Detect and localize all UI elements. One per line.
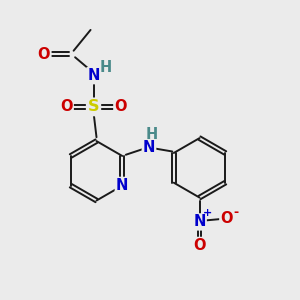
Text: O: O (193, 238, 206, 253)
Text: S: S (88, 99, 99, 114)
Text: O: O (60, 99, 72, 114)
Text: -: - (234, 206, 239, 219)
Text: N: N (143, 140, 155, 154)
Text: O: O (38, 47, 50, 62)
Text: N: N (116, 178, 128, 193)
Text: N: N (193, 214, 206, 230)
Text: O: O (115, 99, 127, 114)
Text: +: + (203, 208, 212, 218)
Text: H: H (99, 60, 112, 75)
Text: N: N (87, 68, 100, 83)
Text: H: H (145, 127, 158, 142)
Text: O: O (220, 212, 233, 226)
